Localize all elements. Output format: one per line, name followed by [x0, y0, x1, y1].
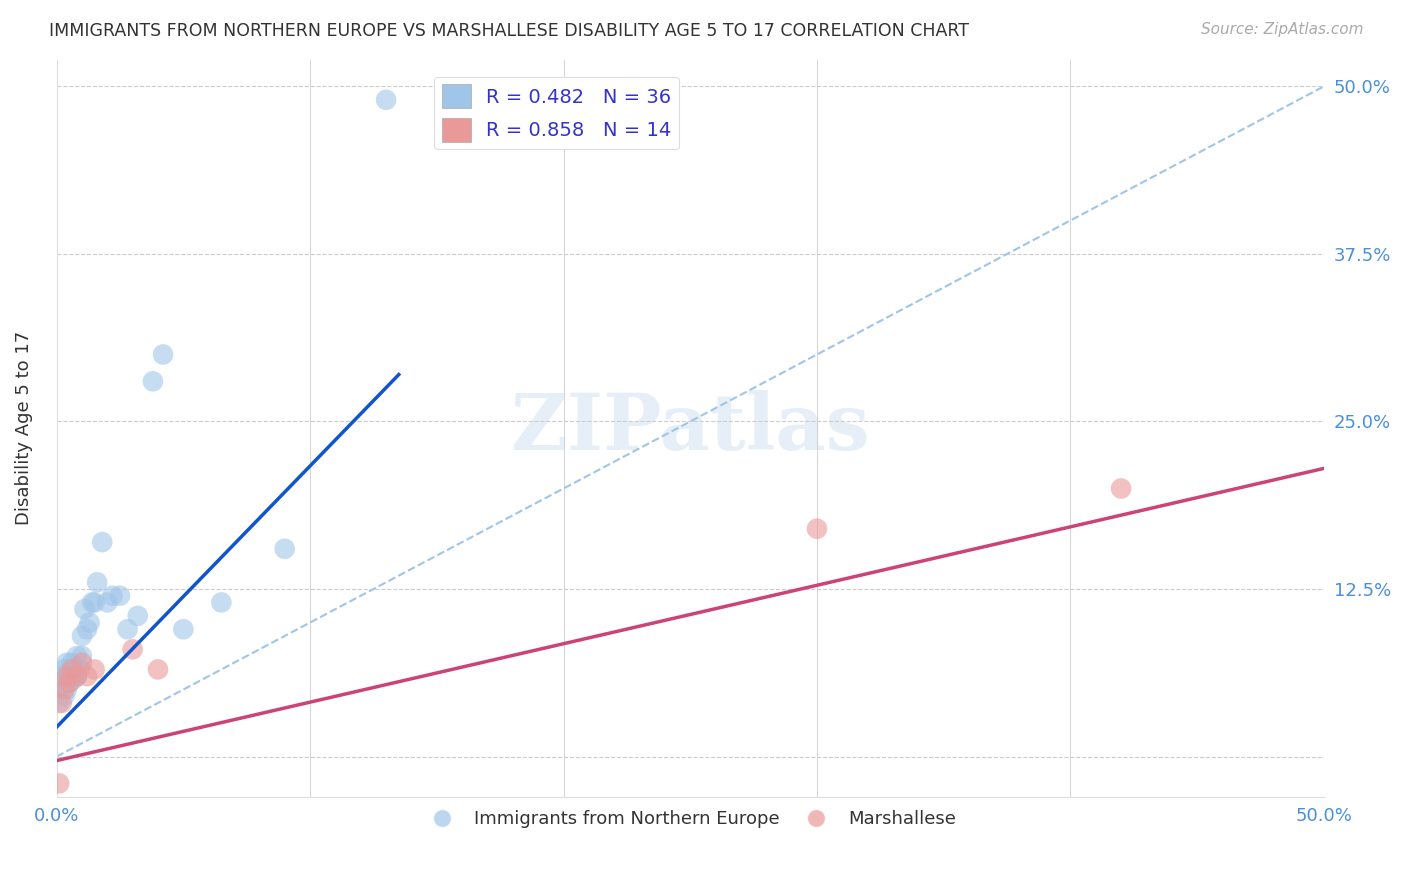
- Point: [58, 676, 80, 690]
- Point: [146, 663, 169, 677]
- Point: [66, 669, 89, 683]
- Point: [55, 682, 77, 697]
- Point: [67, 663, 90, 677]
- Text: IMMIGRANTS FROM NORTHERN EUROPE VS MARSHALLESE DISABILITY AGE 5 TO 17 CORRELATIO: IMMIGRANTS FROM NORTHERN EUROPE VS MARSH…: [49, 22, 969, 40]
- Point: [82, 595, 104, 609]
- Point: [117, 622, 139, 636]
- Y-axis label: Disability Age 5 to 17: Disability Age 5 to 17: [15, 331, 32, 525]
- Point: [76, 669, 98, 683]
- Point: [121, 642, 143, 657]
- Point: [70, 656, 93, 670]
- Point: [51, 669, 73, 683]
- Point: [101, 589, 124, 603]
- Point: [60, 669, 83, 683]
- Point: [63, 658, 86, 673]
- Point: [152, 347, 174, 361]
- Point: [58, 676, 80, 690]
- Point: [79, 615, 101, 630]
- Point: [1109, 482, 1132, 496]
- Point: [83, 663, 105, 677]
- Point: [60, 656, 83, 670]
- Point: [53, 682, 76, 697]
- Point: [63, 672, 86, 686]
- Point: [806, 522, 828, 536]
- Point: [70, 648, 93, 663]
- Point: [108, 589, 131, 603]
- Point: [58, 663, 80, 677]
- Point: [375, 93, 398, 107]
- Point: [66, 648, 89, 663]
- Point: [66, 669, 89, 683]
- Point: [55, 656, 77, 670]
- Point: [209, 595, 232, 609]
- Point: [48, 776, 70, 790]
- Point: [96, 595, 118, 609]
- Point: [48, 696, 70, 710]
- Point: [142, 374, 165, 388]
- Point: [53, 663, 76, 677]
- Point: [53, 690, 76, 704]
- Point: [73, 602, 96, 616]
- Point: [172, 622, 194, 636]
- Point: [127, 608, 149, 623]
- Point: [60, 663, 83, 677]
- Text: Source: ZipAtlas.com: Source: ZipAtlas.com: [1201, 22, 1364, 37]
- Point: [86, 575, 108, 590]
- Point: [76, 622, 98, 636]
- Point: [274, 541, 297, 556]
- Point: [91, 535, 114, 549]
- Point: [55, 669, 77, 683]
- Point: [51, 696, 73, 710]
- Legend: Immigrants from Northern Europe, Marshallese: Immigrants from Northern Europe, Marshal…: [416, 803, 963, 836]
- Point: [70, 629, 93, 643]
- Text: ZIPatlas: ZIPatlas: [510, 390, 870, 467]
- Point: [83, 595, 105, 609]
- Point: [51, 676, 73, 690]
